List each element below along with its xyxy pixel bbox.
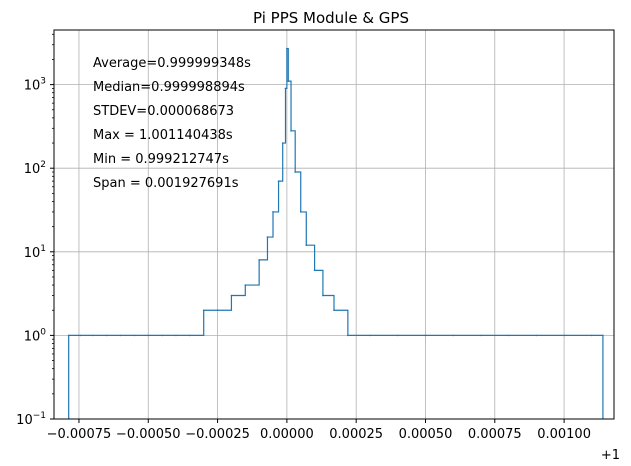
histogram-point — [347, 334, 349, 337]
stat-annotation: Min = 0.999212747s — [93, 152, 229, 167]
histogram-point — [287, 80, 290, 82]
stat-annotation: Median=0.999998894s — [93, 80, 245, 95]
histogram-point — [480, 334, 482, 337]
histogram-point — [602, 334, 604, 337]
x-tick-label: 0.00050 — [399, 427, 453, 442]
histogram-point — [258, 259, 260, 261]
histogram-point — [105, 334, 108, 337]
y-tick-base: 10 — [24, 79, 41, 94]
y-tick-base: 10 — [24, 246, 41, 261]
histogram-point — [333, 309, 335, 312]
y-tick-label: 100 — [24, 327, 47, 344]
histogram-point — [244, 284, 247, 286]
plot-frame — [53, 29, 615, 420]
x-tick-label: 0.00000 — [260, 427, 314, 442]
histogram-point — [230, 294, 233, 297]
histogram-point — [591, 334, 593, 337]
y-tick-exponent: −1 — [33, 411, 46, 421]
x-tick-label: −0.00025 — [185, 427, 250, 442]
histogram-point — [216, 309, 219, 312]
histogram-point — [563, 334, 565, 337]
histogram-point — [535, 334, 538, 337]
histogram-point — [299, 211, 302, 213]
histogram-point — [277, 180, 280, 182]
x-tick-label: 0.00025 — [329, 427, 383, 442]
y-tick-label: 103 — [24, 77, 46, 94]
stat-annotation: Average=0.999999348s — [93, 56, 251, 71]
y-tick-base: 10 — [24, 162, 41, 177]
y-tick-base: 10 — [16, 413, 33, 428]
histogram-point — [424, 334, 427, 337]
x-tick-label: 0.00075 — [468, 427, 522, 442]
stat-annotation: Max = 1.001140438s — [93, 128, 233, 143]
histogram-point — [133, 334, 136, 337]
histogram-point — [305, 244, 308, 246]
histogram-point — [147, 334, 150, 337]
histogram-point — [396, 334, 399, 337]
y-tick-label: 10−1 — [16, 411, 46, 428]
histogram-point — [161, 334, 163, 337]
histogram-point — [286, 47, 288, 50]
histogram-point — [266, 236, 269, 238]
histogram-point — [189, 334, 191, 337]
histogram-point — [284, 87, 287, 90]
y-tick-exponent: 2 — [40, 160, 46, 170]
histogram-point — [175, 334, 177, 337]
y-tick-label: 102 — [24, 160, 46, 177]
histogram-point — [322, 294, 324, 297]
histogram-point — [119, 334, 122, 337]
histogram-point — [290, 130, 292, 132]
y-tick-exponent: 0 — [40, 327, 46, 337]
y-tick-exponent: 3 — [40, 77, 46, 87]
histogram-point — [313, 269, 316, 272]
histogram-point — [67, 334, 70, 337]
histogram-point — [92, 334, 94, 337]
histogram-point — [294, 171, 296, 173]
histogram-bars — [67, 47, 604, 419]
x-tick-label: −0.00050 — [116, 427, 181, 442]
stats-annotations: Average=0.999999348s Median=0.999998894s S… — [93, 56, 251, 191]
histogram-point — [507, 334, 510, 337]
x-tick-label: −0.00075 — [47, 427, 112, 442]
histogram-point — [369, 334, 371, 337]
stat-annotation: STDEV=0.000068673 — [93, 104, 234, 119]
grid-lines — [54, 30, 614, 419]
stat-annotation: Span = 0.001927691s — [93, 176, 239, 191]
y-tick-base: 10 — [24, 329, 41, 344]
chart-title: Pi PPS Module & GPS — [253, 9, 409, 27]
y-tick-exponent: 1 — [40, 244, 46, 254]
x-axis-ticks: −0.00075 −0.00050 −0.00025 0.00000 0.00025 0.… — [47, 419, 591, 442]
y-tick-label: 101 — [24, 244, 46, 261]
histogram-point — [281, 142, 284, 144]
histogram-point — [452, 334, 455, 337]
x-offset-label: +1 — [601, 448, 620, 463]
histogram-point — [79, 334, 82, 337]
histogram-point — [202, 309, 205, 312]
x-tick-label: 0.00100 — [537, 427, 591, 442]
histogram-point — [272, 211, 274, 213]
